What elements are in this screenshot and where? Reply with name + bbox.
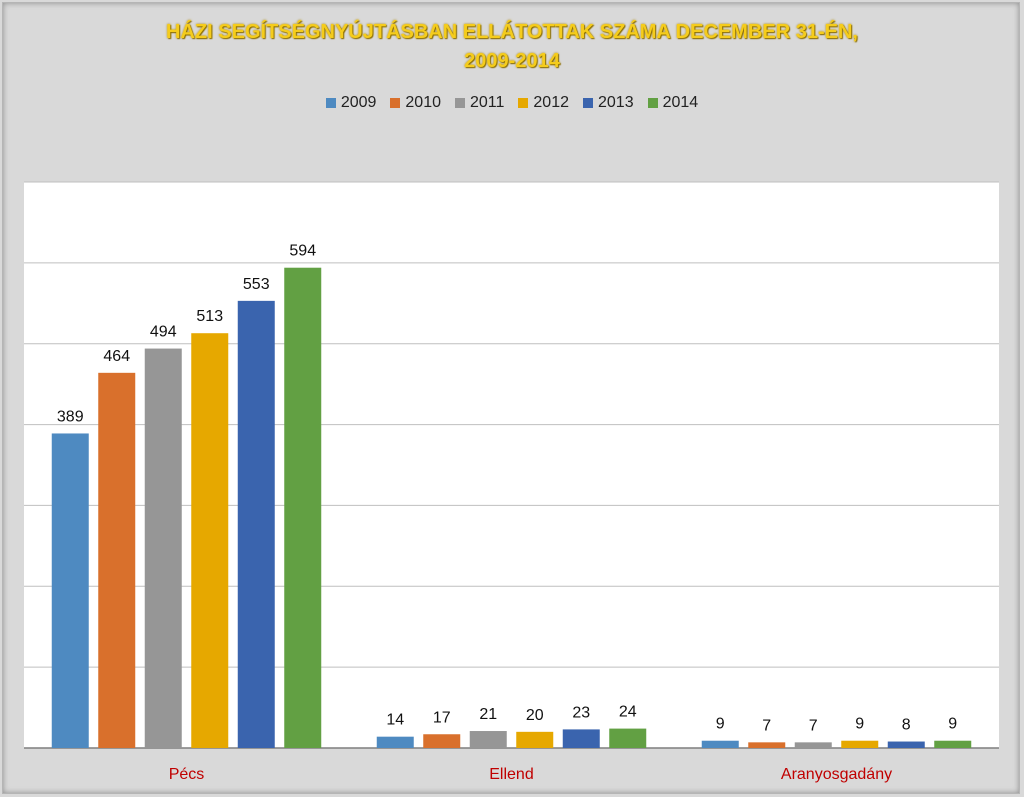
bar-2013-0 [237, 300, 275, 748]
data-label: 513 [196, 308, 223, 325]
legend-item-2009: 2009 [325, 94, 377, 112]
data-label: 594 [289, 243, 316, 260]
chart-title-line-2: 2009-2014 [464, 50, 560, 72]
legend-swatch [455, 98, 465, 108]
chart-title: HÁZI SEGÍTSÉGNYÚJTÁSBAN ELLÁTOTTAK SZÁMA… [0, 18, 1024, 76]
legend-label: 2014 [662, 94, 699, 111]
bar-2012-0 [191, 333, 229, 748]
category-label: Aranyosgadány [781, 766, 892, 783]
legend-label: 2013 [598, 94, 634, 111]
legend-swatch [647, 98, 658, 108]
legend-label: 2009 [340, 94, 377, 111]
data-label: 9 [716, 716, 725, 733]
legend-label: 2012 [533, 94, 569, 111]
data-label: 24 [619, 704, 637, 721]
bar-2013-1 [562, 729, 600, 748]
legend-swatch [390, 98, 401, 108]
data-label: 17 [433, 709, 451, 726]
plot-area [24, 182, 999, 748]
bar-2011-0 [144, 348, 182, 748]
data-label: 9 [855, 716, 864, 733]
data-label: 20 [526, 707, 544, 724]
chart-legend: 2009 2010 2011 2012 2013 2014 [0, 94, 1024, 112]
category-label: Pécs [169, 766, 205, 783]
data-label: 9 [948, 716, 957, 733]
bar-2009-2 [701, 740, 739, 748]
bar-2012-1 [516, 731, 554, 748]
legend-item-2012: 2012 [518, 94, 569, 112]
legend-swatch [325, 98, 336, 108]
bar-2010-0 [98, 372, 136, 748]
bar-2009-0 [51, 433, 89, 748]
data-label: 7 [762, 717, 771, 734]
chart-title-line-1: HÁZI SEGÍTSÉGNYÚJTÁSBAN ELLÁTOTTAK SZÁMA… [166, 21, 858, 43]
data-label: 494 [150, 324, 177, 341]
bar-2009-1 [376, 736, 414, 748]
bar-2010-2 [748, 742, 786, 748]
legend-label: 2011 [470, 94, 505, 111]
bar-2011-2 [794, 742, 832, 748]
legend-swatch [583, 98, 593, 108]
category-label: Ellend [489, 766, 533, 783]
legend-item-2010: 2010 [390, 94, 441, 112]
legend-label: 2010 [405, 94, 441, 111]
bar-2011-1 [469, 731, 507, 748]
data-label: 14 [386, 712, 404, 729]
data-label: 553 [243, 276, 270, 293]
legend-swatch [518, 98, 529, 108]
legend-item-2011: 2011 [455, 94, 504, 112]
bar-2010-1 [423, 734, 461, 748]
bar-2014-1 [609, 728, 647, 748]
data-label: 21 [479, 706, 497, 723]
bar-2014-0 [284, 267, 322, 748]
data-label: 7 [809, 717, 818, 734]
bar-2014-2 [934, 740, 972, 748]
data-label: 23 [572, 704, 590, 721]
data-label: 464 [103, 348, 130, 365]
legend-item-2014: 2014 [647, 94, 699, 112]
bar-2012-2 [841, 740, 879, 748]
bar-2013-2 [887, 741, 925, 748]
data-label: 389 [57, 408, 84, 425]
data-label: 8 [902, 717, 911, 734]
legend-item-2013: 2013 [583, 94, 634, 112]
